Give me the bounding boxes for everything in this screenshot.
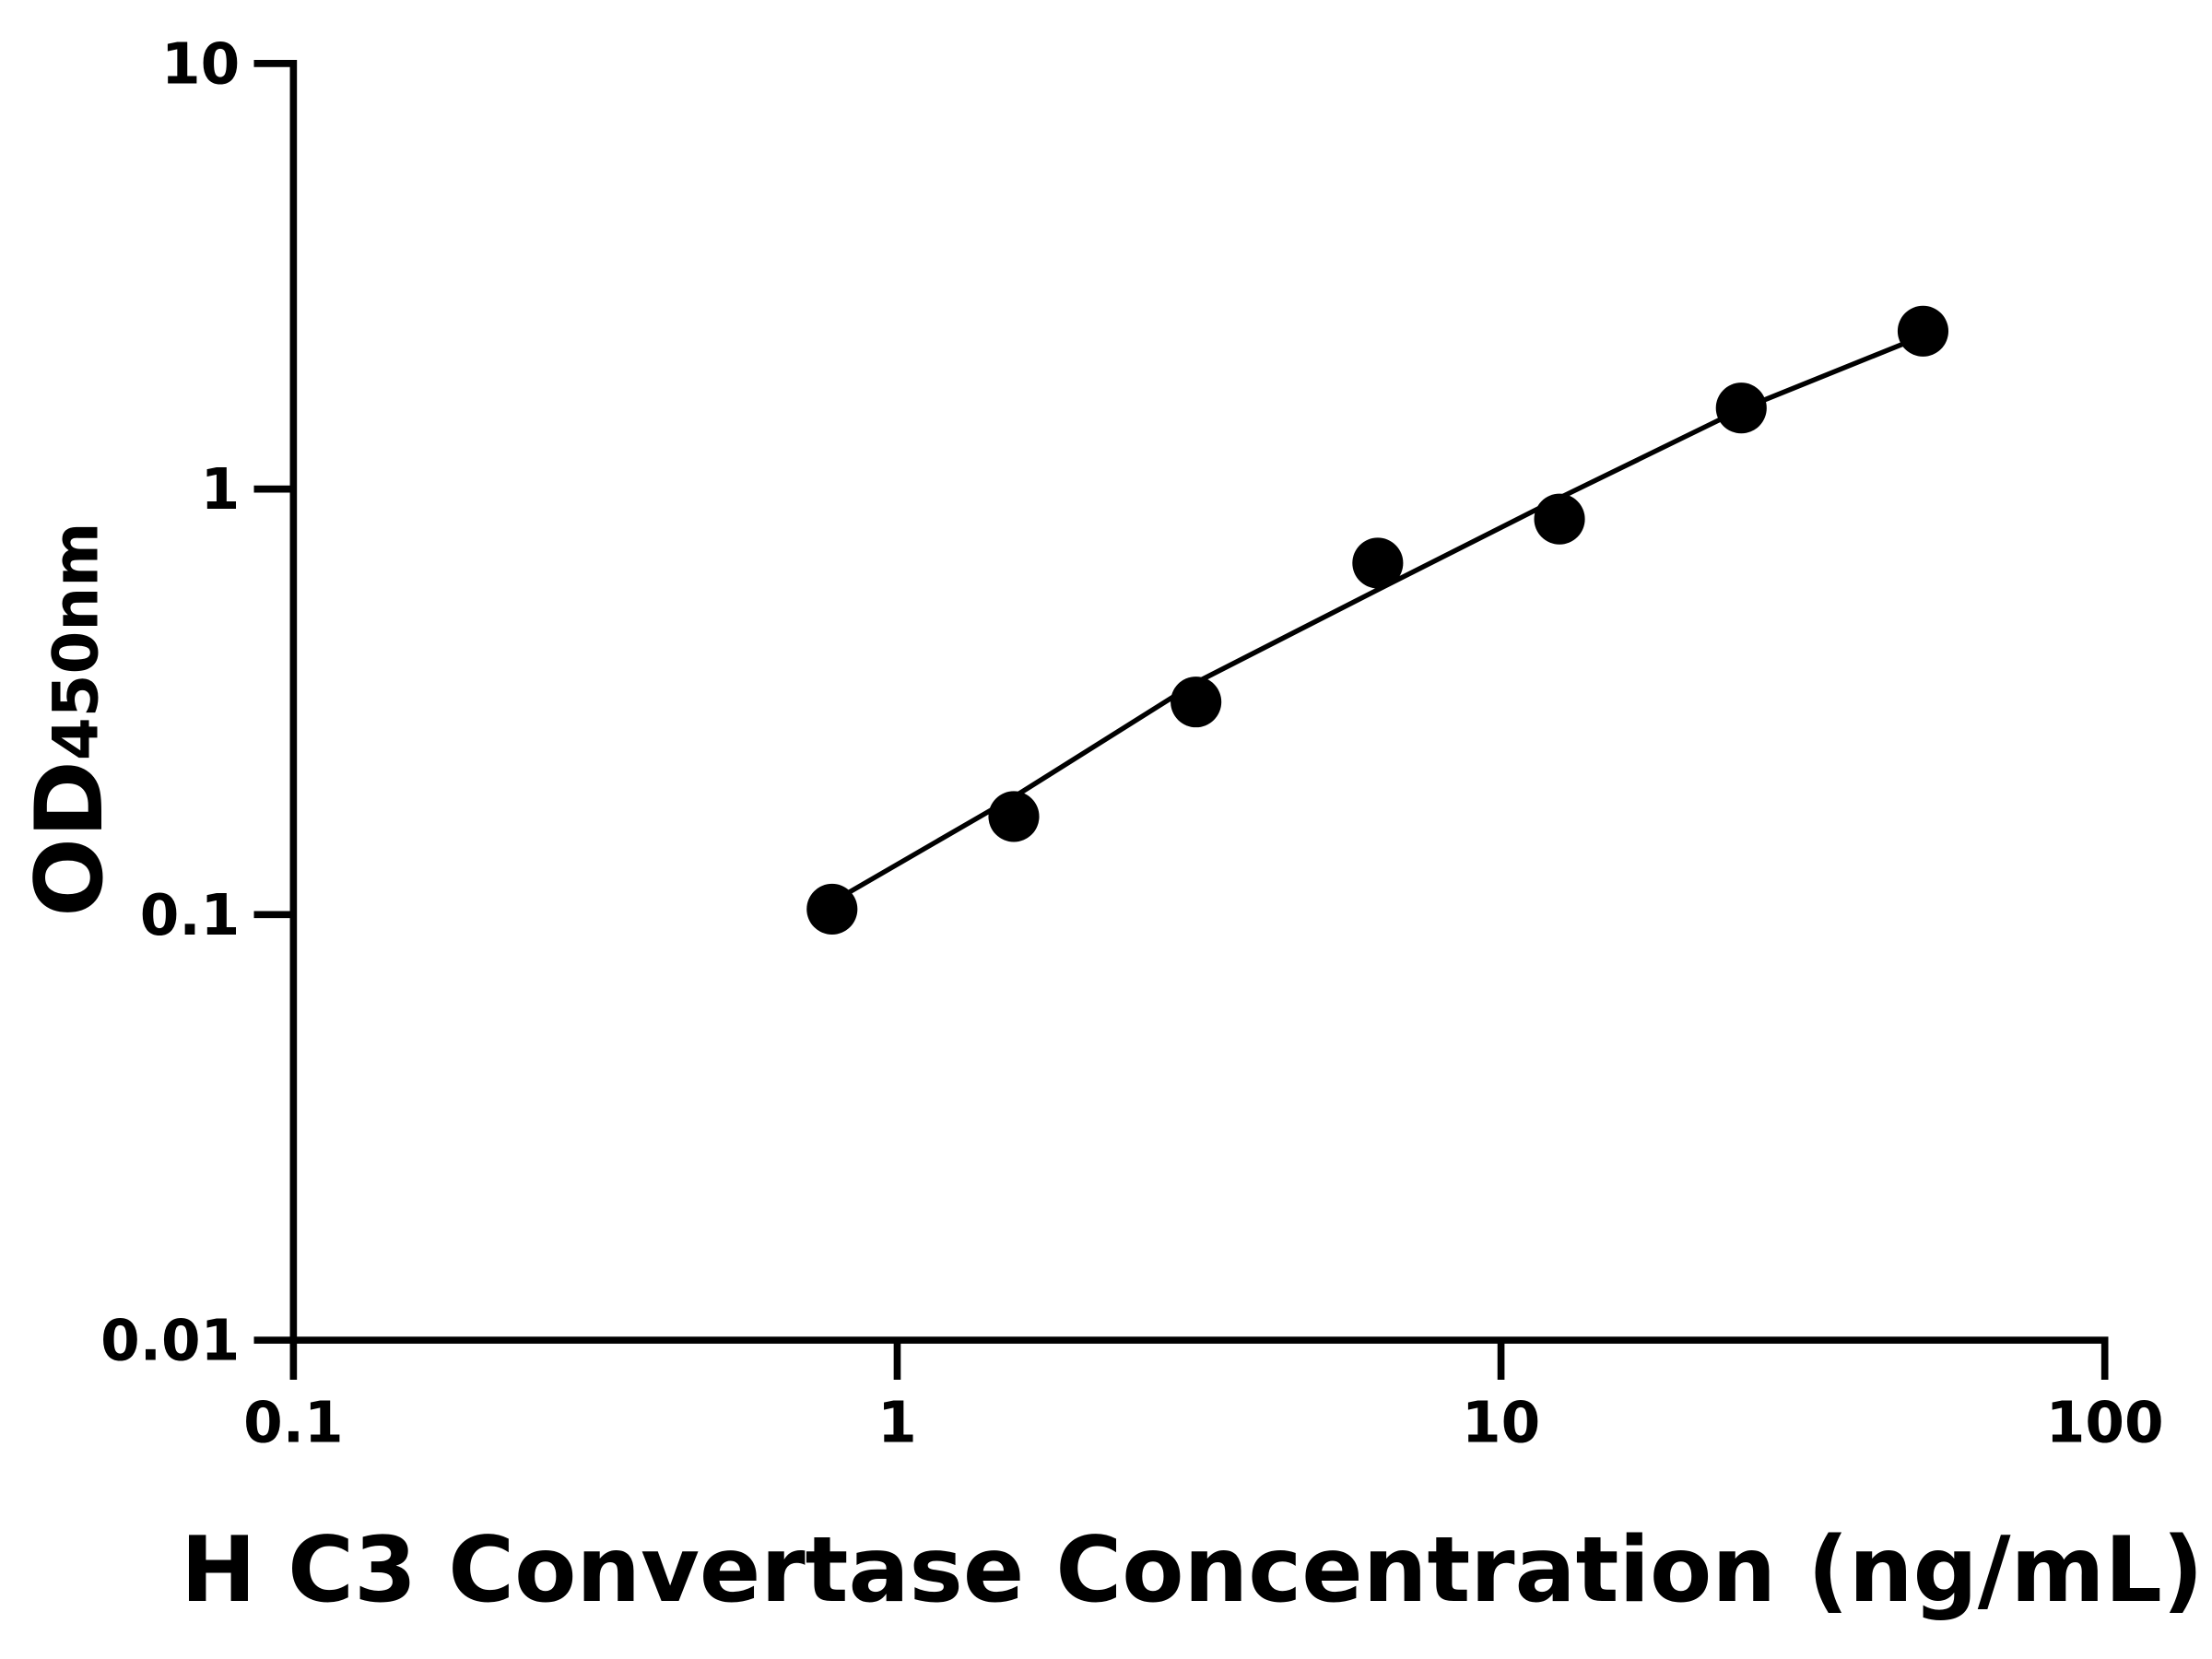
y-tick-label: 0.1 — [140, 883, 240, 948]
x-tick-label: 0.1 — [243, 1390, 343, 1455]
data-point — [1171, 677, 1222, 728]
data-point — [988, 791, 1040, 842]
y-tick-label: 1 — [201, 457, 241, 523]
y-axis-title: OD450nm — [15, 523, 124, 917]
y-axis-title-subscript: 450nm — [40, 523, 112, 761]
x-tick-label: 100 — [2046, 1390, 2164, 1455]
x-axis-title: H C3 Convertase Concentration (ng/mL) — [181, 1518, 2204, 1623]
data-point — [1715, 382, 1767, 434]
y-axis-title-main: OD — [15, 760, 124, 917]
data-point — [1352, 537, 1404, 589]
y-tick-label: 10 — [161, 31, 240, 97]
data-point — [1534, 493, 1585, 545]
x-tick-label: 10 — [1462, 1390, 1540, 1455]
data-point — [1897, 305, 1949, 357]
y-tick-label: 0.01 — [100, 1309, 240, 1374]
data-point — [806, 883, 858, 935]
x-tick-label: 1 — [877, 1390, 917, 1455]
